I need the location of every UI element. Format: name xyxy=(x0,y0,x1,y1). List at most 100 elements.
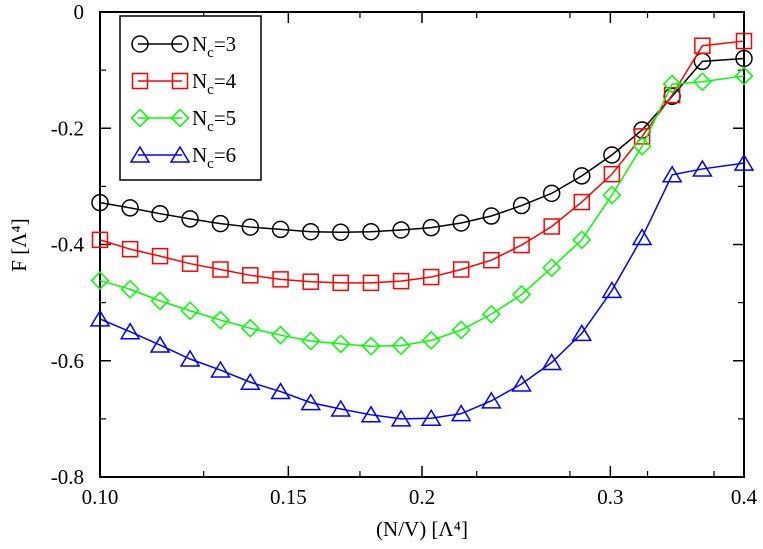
legend-marker-start xyxy=(129,145,151,163)
x-tick-label: 0.10 xyxy=(82,485,119,509)
series-line xyxy=(99,57,745,234)
data-point xyxy=(511,374,532,392)
data-point xyxy=(91,231,109,249)
data-point xyxy=(241,218,260,236)
data-point xyxy=(420,408,442,427)
data-series xyxy=(89,32,755,427)
legend-label-rest: =5 xyxy=(214,106,236,130)
data-point xyxy=(210,360,231,378)
data-point xyxy=(332,274,349,292)
data-point xyxy=(421,330,441,350)
series-nc-6 xyxy=(89,153,755,427)
legend-label-main: N xyxy=(192,32,207,56)
data-point xyxy=(331,334,351,354)
legend-label-rest: =4 xyxy=(214,69,237,93)
data-point xyxy=(331,223,350,242)
legend-label-main: N xyxy=(192,69,207,93)
legend-marker-start xyxy=(131,35,149,53)
data-point xyxy=(734,66,754,86)
data-point xyxy=(543,218,560,235)
data-point xyxy=(301,222,320,241)
data-point xyxy=(541,353,563,371)
data-point xyxy=(481,391,502,409)
data-point xyxy=(179,349,201,367)
series-nc-5 xyxy=(90,66,754,356)
data-point xyxy=(89,309,111,327)
legend-label: Nc=4 xyxy=(192,69,237,98)
data-point xyxy=(90,270,110,291)
data-point xyxy=(663,86,681,104)
data-point xyxy=(151,204,169,223)
data-point xyxy=(362,274,380,292)
y-tick-label: -0.6 xyxy=(51,349,84,373)
legend-label-main: N xyxy=(192,143,207,167)
data-point xyxy=(571,323,593,342)
data-point xyxy=(482,207,501,225)
series-line xyxy=(99,40,745,284)
legend-marker-start xyxy=(130,108,150,128)
data-point xyxy=(151,247,169,265)
data-point xyxy=(452,214,470,232)
data-point xyxy=(181,210,199,228)
data-point xyxy=(422,218,440,237)
data-point xyxy=(361,336,381,356)
x-axis-title: (N/V) [Λ⁴] xyxy=(376,517,468,541)
legend-marker-end xyxy=(171,35,189,53)
legend-marker-start xyxy=(131,72,149,90)
data-point xyxy=(240,318,260,338)
data-point xyxy=(392,221,410,239)
data-point xyxy=(735,32,753,50)
data-point xyxy=(542,258,562,278)
data-point xyxy=(602,185,622,205)
data-point xyxy=(733,153,755,171)
x-tick-label: 0.3 xyxy=(597,485,623,509)
data-point xyxy=(239,372,261,391)
data-point xyxy=(121,240,139,258)
series-nc-4 xyxy=(91,32,753,292)
axis-ticks xyxy=(99,11,745,478)
legend: Nc=3Nc=4Nc=5Nc=6 xyxy=(119,15,262,181)
data-point xyxy=(483,251,500,269)
series-line xyxy=(99,75,745,347)
legend-label-sub: c xyxy=(207,82,214,98)
legend-label-sub: c xyxy=(207,45,214,61)
data-point xyxy=(513,236,530,254)
legend-marker-end xyxy=(169,145,191,163)
data-point xyxy=(390,409,412,427)
data-point xyxy=(692,159,713,177)
data-point xyxy=(271,220,290,239)
data-point xyxy=(91,193,109,212)
data-point xyxy=(270,325,291,345)
x-tick-label: 0.2 xyxy=(409,485,435,509)
data-point xyxy=(603,165,621,183)
data-point xyxy=(452,261,470,278)
y-tick-label: -0.4 xyxy=(51,233,85,257)
data-point xyxy=(180,301,200,321)
data-point xyxy=(121,199,139,217)
legend-label-main: N xyxy=(192,106,207,130)
data-point xyxy=(542,184,561,203)
y-tick-label: 0 xyxy=(74,0,85,24)
data-point xyxy=(242,267,259,284)
data-point xyxy=(451,320,471,340)
data-point xyxy=(301,331,321,351)
data-point xyxy=(302,273,319,290)
legend-label: Nc=5 xyxy=(192,106,236,135)
data-point xyxy=(149,335,171,353)
legend-label-sub: c xyxy=(207,119,214,135)
legend-entry: Nc=5 xyxy=(130,106,236,135)
y-tick-label: -0.2 xyxy=(51,116,84,140)
data-point xyxy=(150,291,170,311)
data-point xyxy=(272,271,289,288)
data-point xyxy=(330,399,352,417)
data-point xyxy=(631,228,653,246)
legend-entry: Nc=4 xyxy=(131,69,237,98)
legend-marker-end xyxy=(170,108,190,128)
data-point xyxy=(692,72,712,92)
data-point xyxy=(661,165,683,183)
data-point xyxy=(573,193,591,211)
data-point xyxy=(360,405,382,423)
data-point xyxy=(450,404,472,422)
y-tick-label: -0.8 xyxy=(51,465,84,489)
